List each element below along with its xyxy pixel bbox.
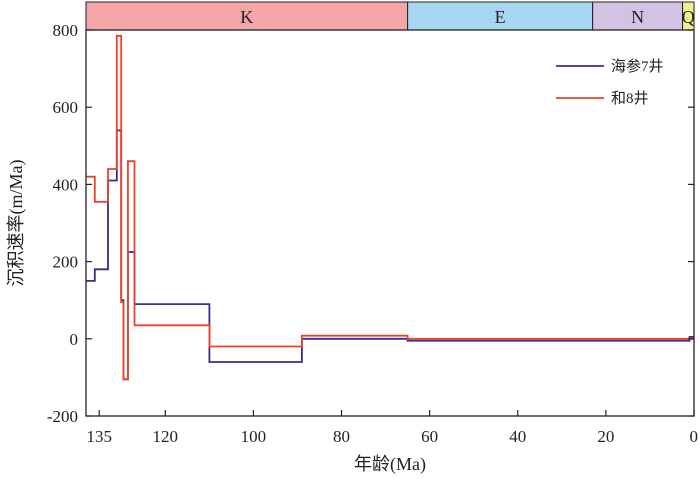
y-tick-label: 600 xyxy=(53,98,79,117)
legend-label-1: 海参7井 xyxy=(611,58,664,75)
period-label-K: K xyxy=(240,7,253,27)
x-tick-label: 120 xyxy=(153,427,179,446)
x-tick-label: 40 xyxy=(509,427,526,446)
series-layer xyxy=(86,34,694,381)
x-axis: 135 120 100 80 60 40 20 0 xyxy=(86,410,698,446)
x-axis-label: 年龄(Ma) xyxy=(354,454,426,475)
x-tick-label: 20 xyxy=(597,427,614,446)
y-tick-label: 800 xyxy=(53,21,79,40)
y-tick-label: 0 xyxy=(70,330,79,349)
period-label-Q: Q xyxy=(682,7,695,27)
series-line-2 xyxy=(86,34,694,381)
y-axis: 800 600 400 200 0 -200 xyxy=(47,21,694,426)
y-axis-label: 沉积速率(m/Ma) xyxy=(6,160,27,287)
period-label-N: N xyxy=(631,7,644,27)
period-box-K xyxy=(85,1,409,31)
period-label-E: E xyxy=(495,7,506,27)
x-tick-label: 0 xyxy=(690,427,699,446)
y-tick-label: 200 xyxy=(53,253,79,272)
plot-frame xyxy=(85,29,695,417)
legend-label-2: 和8井 xyxy=(611,90,649,107)
y-tick-label: -200 xyxy=(47,407,78,426)
period-box-E xyxy=(407,1,594,31)
y-tick-label: 400 xyxy=(53,175,79,194)
x-tick-label: 60 xyxy=(421,427,438,446)
series-line-1 xyxy=(86,129,694,381)
x-tick-label: 80 xyxy=(333,427,350,446)
x-tick-label: 135 xyxy=(86,427,112,446)
x-tick-label: 100 xyxy=(241,427,267,446)
